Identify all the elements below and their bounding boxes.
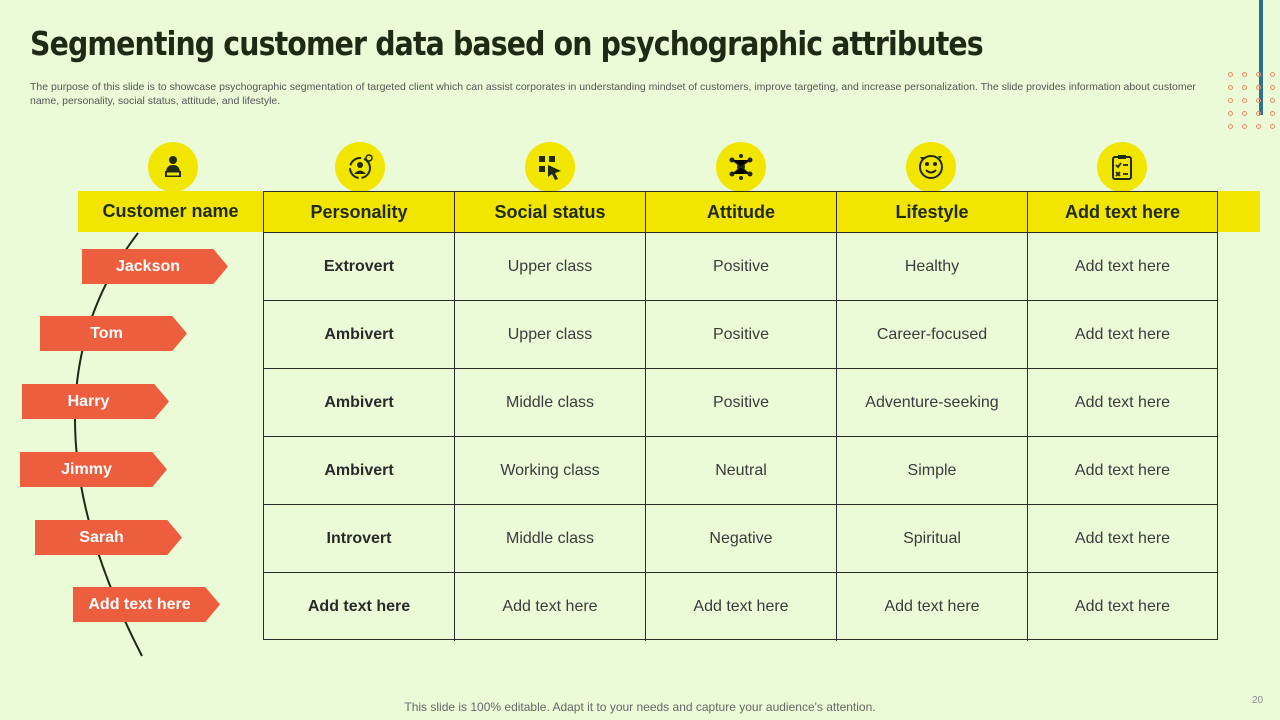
cell-personality: Ambivert: [264, 301, 455, 368]
page-number: 20: [1252, 695, 1264, 706]
decorative-dot-grid: [1228, 72, 1275, 129]
cell-attitude: Positive: [646, 301, 837, 368]
table-row: Ambivert Middle class Positive Adventure…: [264, 369, 1217, 437]
customer-tag-tom: Tom: [40, 316, 187, 351]
cell-attitude: Add text here: [646, 573, 837, 641]
table-row: Add text here Add text here Add text her…: [264, 573, 1217, 641]
cell-social-status: Add text here: [455, 573, 646, 641]
customer-tag-harry: Harry: [22, 384, 169, 419]
header-social-status: Social status: [454, 191, 646, 232]
header-add-text: Add text here: [1027, 191, 1218, 232]
cell-social-status: Upper class: [455, 301, 646, 368]
cell-personality: Add text here: [264, 573, 455, 641]
cell-lifestyle: Career-focused: [837, 301, 1028, 368]
user-laptop-icon: [148, 142, 198, 192]
attitude-network-icon: [716, 142, 766, 192]
cell-add-text: Add text here: [1074, 598, 1171, 615]
table-header-band: [78, 191, 1260, 232]
personality-cycle-icon: [335, 142, 385, 192]
cell-social-status: Upper class: [455, 233, 646, 300]
cell-lifestyle: Add text here: [837, 573, 1028, 641]
lifestyle-emotions-icon: [906, 142, 956, 192]
cell-personality: Extrovert: [264, 233, 455, 300]
cell-lifestyle: Healthy: [837, 233, 1028, 300]
header-personality: Personality: [263, 191, 455, 232]
cell-personality: Ambivert: [264, 369, 455, 436]
cell-personality: Ambivert: [264, 437, 455, 504]
accent-bar: [1259, 0, 1263, 115]
table-row: Extrovert Upper class Positive Healthy A…: [264, 233, 1217, 301]
slide-title: Segmenting customer data based on psycho…: [30, 24, 984, 63]
customer-tag-add-text: Add text here: [73, 587, 220, 622]
cell-add-text: Add text here: [1074, 325, 1171, 343]
customer-tag-jackson: Jackson: [82, 249, 228, 284]
cell-social-status: Middle class: [455, 369, 646, 436]
header-customer-name: Customer name: [102, 201, 239, 221]
clipboard-checklist-icon: [1097, 142, 1147, 192]
cell-add-text: Add text here: [1074, 529, 1171, 547]
cell-lifestyle: Simple: [837, 437, 1028, 504]
cell-add-text: Add text here: [1074, 461, 1171, 479]
cell-social-status: Working class: [455, 437, 646, 504]
slide-subtitle: The purpose of this slide is to showcase…: [30, 81, 1196, 107]
table-row: Introvert Middle class Negative Spiritua…: [264, 505, 1217, 573]
table-row: Ambivert Working class Neutral Simple Ad…: [264, 437, 1217, 505]
cell-lifestyle: Adventure-seeking: [837, 369, 1028, 436]
cell-attitude: Negative: [646, 505, 837, 572]
cell-add-text: Add text here: [1074, 393, 1171, 411]
cell-personality: Introvert: [264, 505, 455, 572]
table-row: Ambivert Upper class Positive Career-foc…: [264, 301, 1217, 369]
social-status-icon: [525, 142, 575, 192]
psychographic-table: Extrovert Upper class Positive Healthy A…: [263, 232, 1218, 641]
header-attitude: Attitude: [645, 191, 837, 232]
customer-tag-sarah: Sarah: [35, 520, 182, 555]
cell-lifestyle: Spiritual: [837, 505, 1028, 572]
cell-attitude: Neutral: [646, 437, 837, 504]
customer-tag-jimmy: Jimmy: [20, 452, 167, 487]
cell-social-status: Middle class: [455, 505, 646, 572]
slide-footer: This slide is 100% editable. Adapt it to…: [404, 700, 876, 714]
cell-add-text: Add text here: [1074, 257, 1171, 275]
header-lifestyle: Lifestyle: [836, 191, 1028, 232]
cell-attitude: Positive: [646, 369, 837, 436]
cell-attitude: Positive: [646, 233, 837, 300]
